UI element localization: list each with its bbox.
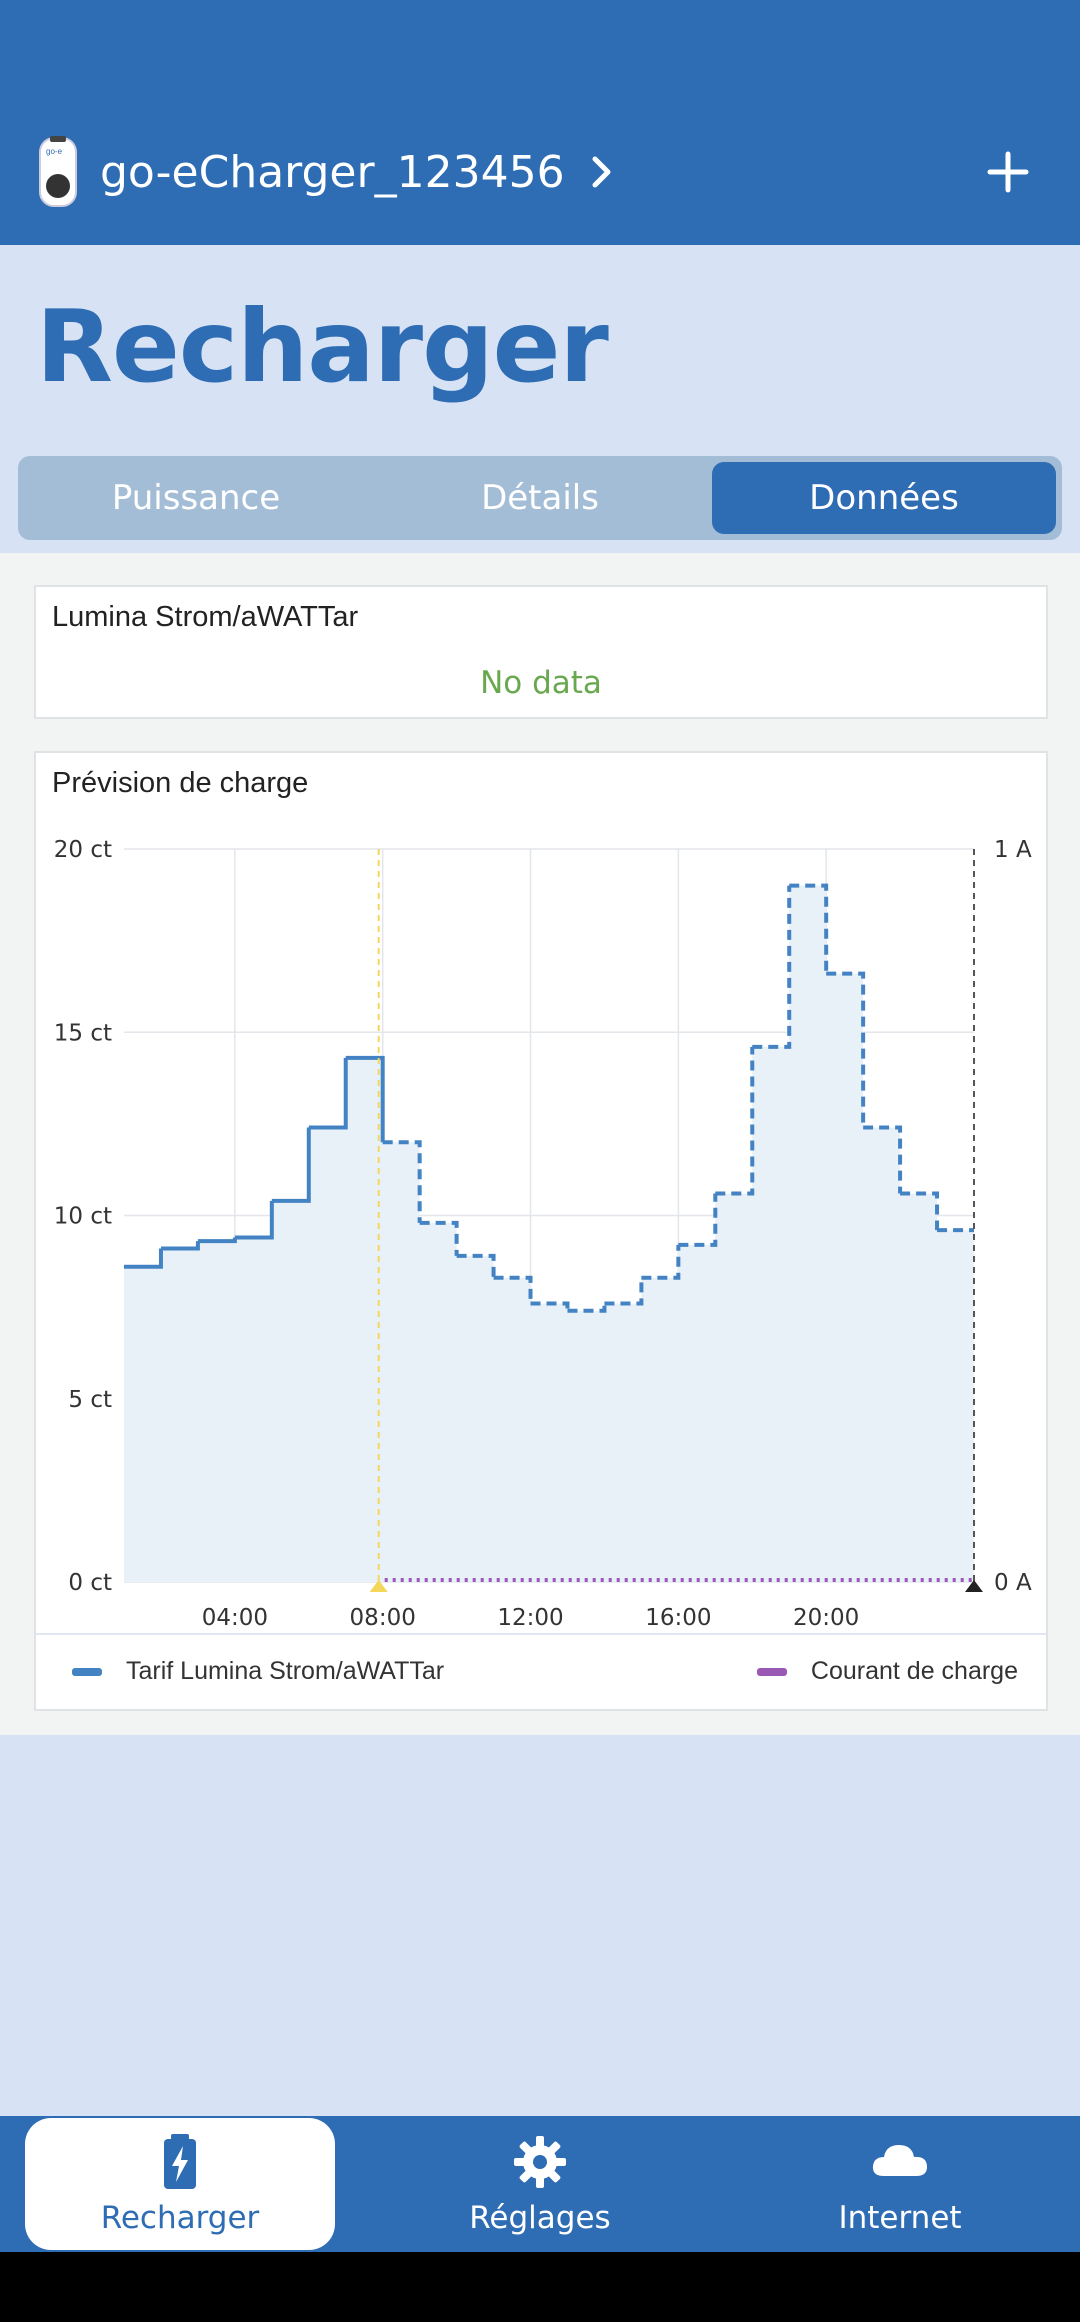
tariff-line-forecast <box>382 883 974 1313</box>
x-tick-label: 20:00 <box>793 1605 859 1631</box>
gear-icon <box>514 2136 566 2188</box>
legend-tariff-label: Tarif Lumina Strom/aWATTar <box>126 1657 445 1685</box>
forecast-card-title: Prévision de charge <box>52 767 309 799</box>
legend-current-swatch <box>756 1667 787 1676</box>
nav-internet-label: Internet <box>838 2200 962 2236</box>
tab-bar: Puissance Détails Données <box>18 456 1062 540</box>
y-left-tick-label: 10 ct <box>54 1204 112 1230</box>
bottom-nav: Recharger Réglages Internet <box>0 2116 1080 2252</box>
legend-current-label: Courant de charge <box>810 1657 1018 1685</box>
chevron-right-icon <box>592 156 611 188</box>
nav-reglages[interactable]: Réglages <box>385 2118 695 2250</box>
x-tick-label: 08:00 <box>350 1605 416 1631</box>
y-right-tick-label: 1 A <box>994 837 1032 863</box>
x-tick-label: 16:00 <box>645 1605 711 1631</box>
forecast-card: Prévision de charge 0 ct 5 ct 10 ct 15 ct 20… <box>34 751 1048 1711</box>
nav-internet[interactable]: Internet <box>745 2118 1055 2250</box>
tab-details[interactable]: Détails <box>481 478 599 518</box>
nav-recharger-label: Recharger <box>100 2200 260 2236</box>
tariff-card: Lumina Strom/aWATTar No data <box>34 585 1048 719</box>
nav-recharger[interactable]: Recharger <box>25 2118 335 2250</box>
content-area: Lumina Strom/aWATTar No data Prévision d… <box>0 553 1080 1735</box>
charging-battery-icon <box>164 2134 196 2189</box>
y-left-tick-label: 5 ct <box>68 1387 112 1413</box>
charger-device-icon: go-e <box>39 136 77 207</box>
no-data-status: No data <box>480 665 602 701</box>
y-left-tick-label: 20 ct <box>54 837 112 863</box>
device-name: go-eCharger_123456 <box>100 146 565 198</box>
x-tick-label: 04:00 <box>202 1605 268 1631</box>
tab-donnees[interactable]: Données <box>712 462 1056 534</box>
svg-text:go-e: go-e <box>46 147 63 156</box>
x-tick-label: 12:00 <box>497 1605 563 1631</box>
tab-puissance[interactable]: Puissance <box>111 478 281 518</box>
y-right-tick-label: 0 A <box>994 1570 1032 1596</box>
nav-reglages-label: Réglages <box>469 2200 611 2236</box>
plus-icon[interactable] <box>984 148 1032 196</box>
forecast-chart: 0 ct 5 ct 10 ct 15 ct 20 ct 0 A 1 A 04:00 08:00 1… <box>36 837 1046 1635</box>
tariff-area <box>124 885 974 1582</box>
legend-tariff-swatch <box>72 1667 102 1676</box>
legend-current[interactable]: Courant de charge <box>756 1657 1018 1686</box>
device-selector[interactable]: go-e go-eCharger_123456 <box>36 136 613 208</box>
legend-tariff[interactable]: Tarif Lumina Strom/aWATTar <box>72 1657 444 1686</box>
now-marker-triangle <box>369 1580 388 1592</box>
y-left-tick-label: 0 ct <box>68 1570 112 1596</box>
cloud-icon <box>872 2145 927 2176</box>
page-title: Recharger <box>36 288 609 405</box>
app-header: go-e go-eCharger_123456 <box>0 0 1080 245</box>
tariff-card-title: Lumina Strom/aWATTar <box>52 601 359 633</box>
tariff-line-past <box>124 1055 385 1269</box>
end-marker-triangle <box>965 1580 983 1592</box>
system-navigation-bar <box>0 2252 1080 2322</box>
y-left-tick-label: 15 ct <box>54 1020 112 1046</box>
